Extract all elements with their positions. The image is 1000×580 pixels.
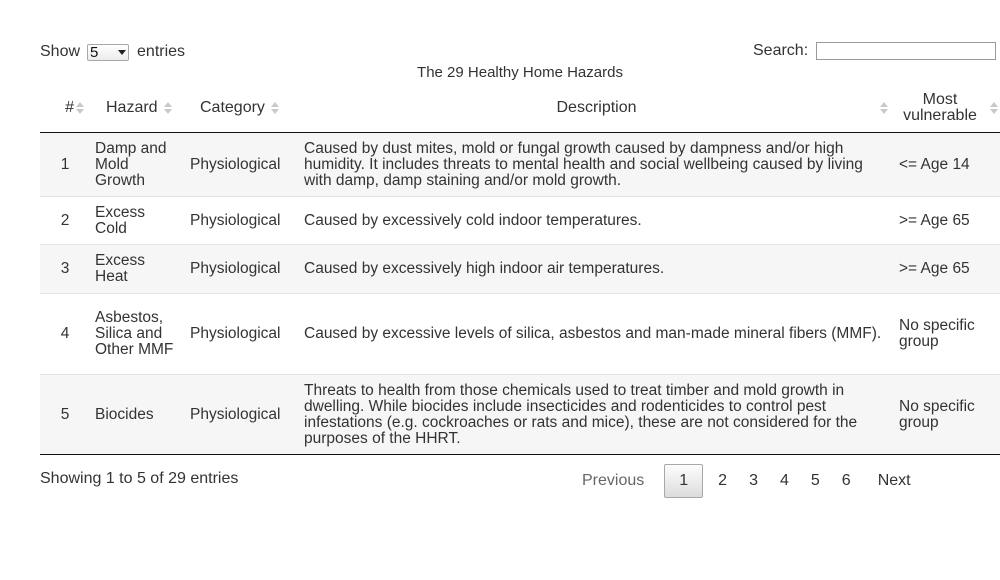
- search-control: Search:: [753, 41, 997, 61]
- column-header-number[interactable]: #: [40, 84, 90, 133]
- cell-number: 3: [40, 244, 90, 294]
- search-input[interactable]: [816, 42, 997, 60]
- sort-icon: [880, 102, 888, 114]
- column-header-description[interactable]: Description: [299, 84, 894, 133]
- table-row[interactable]: 4 Asbestos, Silica and Other MMF Physiol…: [40, 293, 1000, 375]
- sort-icon: [76, 101, 84, 114]
- cell-number: 4: [40, 293, 90, 375]
- page-button-3[interactable]: 3: [749, 472, 758, 489]
- column-header-label: #: [65, 99, 74, 116]
- column-header-label: Category: [200, 99, 265, 116]
- table-row[interactable]: 3 Excess Heat Physiological Caused by ex…: [40, 244, 1000, 294]
- next-page-button[interactable]: Next: [877, 472, 911, 489]
- pagination: Previous 1 2 3 4 5 6 Next: [566, 464, 927, 498]
- column-header-most-vulnerable[interactable]: Most vulnerable: [894, 84, 1000, 133]
- cell-category: Physiological: [190, 155, 281, 173]
- table-row[interactable]: 2 Excess Cold Physiological Caused by ex…: [40, 196, 1000, 245]
- cell-hazard: Damp and Mold Growth: [95, 139, 167, 189]
- table-row[interactable]: 1 Damp and Mold Growth Physiological Cau…: [40, 132, 1000, 197]
- page-button-4[interactable]: 4: [779, 472, 789, 489]
- cell-category: Physiological: [185, 244, 299, 294]
- table-caption: The 29 Healthy Home Hazards: [417, 64, 623, 81]
- cell-most-vulnerable: >= Age 65: [894, 244, 1000, 294]
- column-header-label: Most vulnerable: [903, 91, 977, 124]
- cell-description: Threats to health from those chemicals u…: [299, 374, 894, 455]
- search-label: Search:: [753, 42, 809, 59]
- length-prefix: Show: [40, 43, 81, 60]
- cell-hazard: Asbestos, Silica and Other MMF: [90, 293, 185, 375]
- cell-category: Physiological: [185, 196, 299, 245]
- cell-most-vulnerable: <= Age 14: [899, 155, 970, 173]
- cell-hazard: Excess Heat: [90, 244, 185, 294]
- column-header-category[interactable]: Category: [185, 84, 299, 133]
- cell-hazard: Biocides: [90, 374, 185, 455]
- cell-description: Caused by excessively cold indoor temper…: [299, 196, 894, 245]
- cell-category: Physiological: [185, 293, 299, 375]
- cell-description: Caused by excessive levels of silica, as…: [299, 293, 894, 375]
- length-suffix: entries: [137, 43, 186, 60]
- hazards-table: # Hazard Category Description Most vulne…: [40, 84, 1000, 455]
- chevron-down-icon: [118, 49, 127, 55]
- cell-description: Caused by dust mites, mold or fungal gro…: [304, 139, 863, 189]
- sort-icon: [163, 101, 172, 114]
- page-button-2[interactable]: 2: [718, 472, 728, 489]
- cell-most-vulnerable: No specific group: [894, 293, 1000, 375]
- column-header-label: Hazard: [106, 99, 158, 116]
- page-button-5[interactable]: 5: [810, 472, 820, 489]
- previous-page-button[interactable]: Previous: [582, 472, 645, 489]
- column-header-label: Description: [556, 99, 637, 116]
- cell-most-vulnerable: >= Age 65: [894, 196, 1000, 245]
- table-info: Showing 1 to 5 of 29 entries: [40, 470, 239, 487]
- cell-most-vulnerable: No specific group: [894, 374, 1000, 455]
- cell-hazard: Excess Cold: [90, 196, 185, 245]
- cell-category: Physiological: [185, 374, 299, 455]
- cell-number: 5: [40, 374, 90, 455]
- cell-description: Caused by excessively high indoor air te…: [299, 244, 894, 294]
- table-row[interactable]: 5 Biocides Physiological Threats to heal…: [40, 374, 1000, 455]
- sort-icon: [270, 101, 279, 114]
- cell-number: 1: [60, 155, 70, 173]
- entries-per-page-select[interactable]: 5: [87, 43, 130, 61]
- sort-icon: [990, 102, 998, 114]
- cell-number: 2: [40, 196, 90, 245]
- table-header-row: # Hazard Category Description Most vulne…: [40, 84, 1000, 133]
- page-button-current[interactable]: 1: [664, 464, 704, 498]
- entries-per-page-value: 5: [90, 43, 99, 61]
- length-control: Show 5 entries: [40, 42, 185, 62]
- page-button-6[interactable]: 6: [841, 472, 851, 489]
- column-header-hazard[interactable]: Hazard: [90, 84, 185, 133]
